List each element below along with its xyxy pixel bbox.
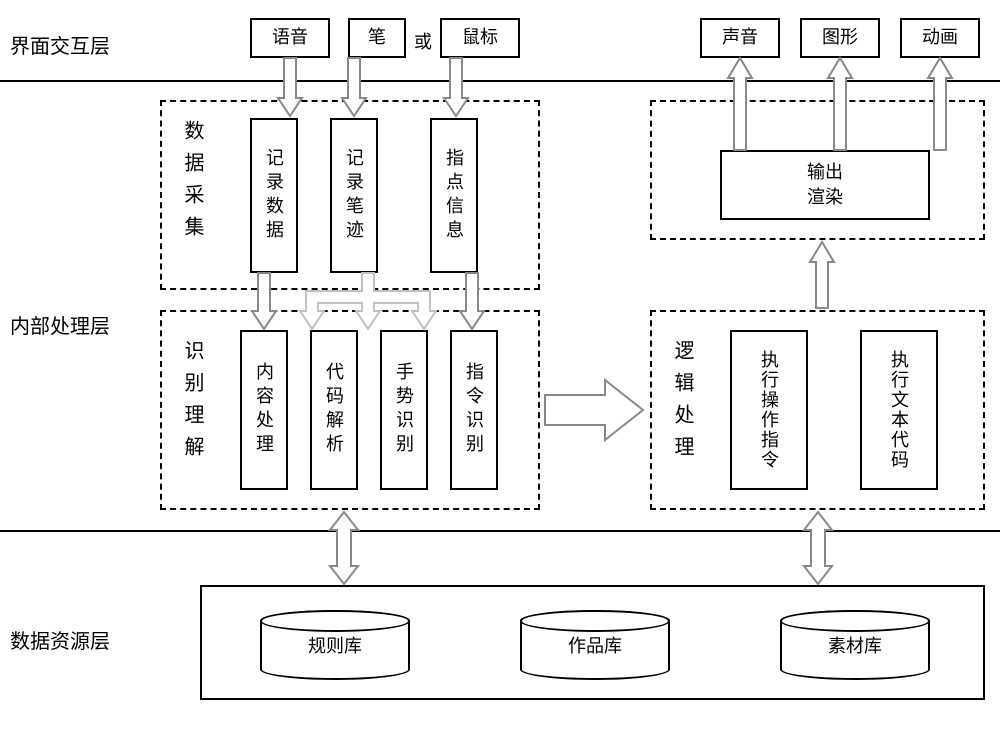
layer-label-internal: 内部处理层 (10, 310, 110, 339)
arrow-mouse-to-point-info (444, 58, 468, 118)
box-exec-op-cmd: 执行操作指令 (730, 330, 808, 490)
box-exec-text-code: 执行文本代码 (860, 330, 938, 490)
box-content-processing: 内容处理 (240, 330, 288, 490)
arrow-logic-resource (800, 512, 836, 584)
db-rules: 规则库 (260, 610, 410, 680)
db-rules-label: 规则库 (308, 632, 362, 658)
arrow-stroke-split (300, 273, 430, 331)
layer-label-interaction: 界面交互层 (10, 30, 110, 59)
input-voice: 语音 (250, 18, 330, 58)
input-mouse: 鼠标 (440, 18, 520, 58)
box-record-stroke: 记录笔迹 (330, 118, 378, 273)
divider-bottom (0, 530, 1000, 532)
arrow-render-to-graphic (828, 58, 852, 150)
db-material: 素材库 (780, 610, 930, 680)
group-label-logic-processing: 逻辑处理 (668, 340, 697, 468)
arrow-recdata-to-content (252, 273, 276, 331)
output-graphic: 图形 (800, 18, 880, 58)
arrow-logic-to-render (810, 242, 834, 308)
output-animation: 动画 (900, 18, 980, 58)
box-command-recognition: 指令识别 (450, 330, 498, 490)
input-pen: 笔 (348, 18, 406, 58)
group-label-data-collection: 数据采集 (178, 120, 207, 248)
arrow-recognition-resource (326, 512, 362, 584)
arrow-recognition-to-logic (545, 380, 645, 440)
box-output-render: 输出 渲染 (720, 150, 930, 220)
arrow-render-to-animation (928, 58, 952, 150)
output-render-line2: 渲染 (807, 185, 843, 210)
input-or: 或 (414, 28, 432, 54)
box-gesture-recognition: 手势识别 (380, 330, 428, 490)
output-sound: 声音 (700, 18, 780, 58)
group-label-recognition: 识别理解 (178, 340, 207, 468)
arrow-point-to-command (460, 273, 484, 331)
arrow-pen-to-record-stroke (342, 58, 366, 118)
arrow-render-to-sound (728, 58, 752, 150)
arrow-voice-to-record-data (278, 58, 302, 118)
box-record-data: 记录数据 (250, 118, 298, 273)
box-point-info: 指点信息 (430, 118, 478, 273)
output-render-line1: 输出 (807, 160, 843, 185)
db-works-label: 作品库 (568, 632, 622, 658)
db-material-label: 素材库 (828, 632, 882, 658)
db-works: 作品库 (520, 610, 670, 680)
layer-label-resource: 数据资源层 (10, 625, 110, 654)
box-code-parsing: 代码解析 (310, 330, 358, 490)
